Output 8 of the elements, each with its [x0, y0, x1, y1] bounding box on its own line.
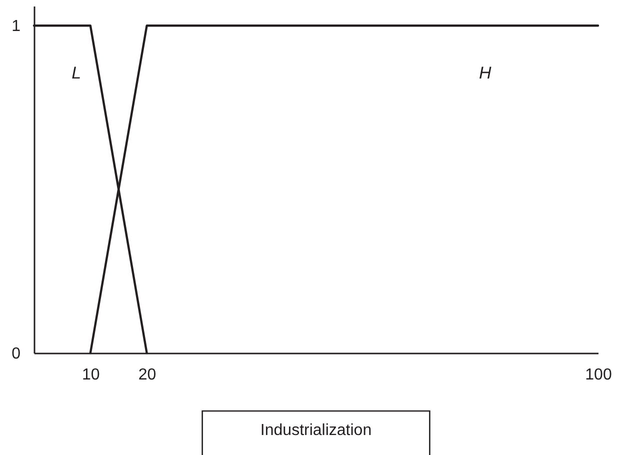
x-tick-label: 20 [138, 366, 156, 384]
x-tick-label: 100 [585, 366, 612, 384]
y-tick-label: 1 [12, 18, 21, 36]
x-axis-title: Industrialization [260, 422, 372, 439]
y-tick-label: 0 [12, 346, 21, 362]
series-label: L [72, 64, 82, 83]
text: H [479, 64, 492, 83]
x-tick-label: 10 [82, 366, 100, 384]
